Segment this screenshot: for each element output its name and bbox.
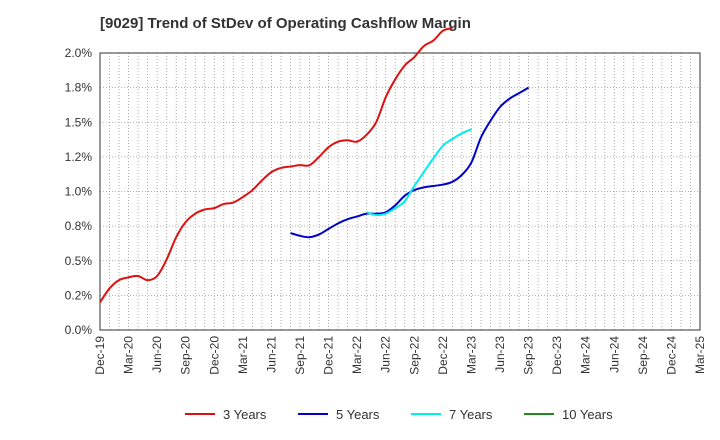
x-tick-label: Mar-22 (350, 336, 364, 374)
x-tick-label: Dec-24 (664, 336, 678, 375)
legend-label: 10 Years (562, 407, 613, 422)
x-tick-label: Dec-21 (322, 336, 336, 375)
x-tick-label: Jun-23 (493, 336, 507, 373)
x-tick-label: Dec-23 (550, 336, 564, 375)
plot-area: 0.0% 0.2% 0.5% 0.8% 1.0% 1.2% 1.5% 1.8% 2.0% Dec-… (65, 27, 707, 375)
y-tick-label: 0.2% (65, 288, 93, 302)
x-tick-label: Jun-24 (607, 336, 621, 373)
x-tick-label: Sep-21 (293, 336, 307, 375)
y-tick-label: 1.2% (65, 150, 93, 164)
x-tick-label: Mar-20 (122, 336, 136, 374)
series-line-7-years (366, 128, 472, 217)
x-tick-label: Jun-21 (264, 336, 278, 373)
x-tick-label: Sep-22 (407, 336, 421, 375)
x-tick-label: Mar-23 (464, 336, 478, 374)
x-tick-label: Jun-22 (379, 336, 393, 373)
y-tick-label: 1.8% (65, 81, 93, 95)
legend: 3 Years 5 Years 7 Years 10 Years (185, 407, 613, 422)
legend-label: 7 Years (449, 407, 493, 422)
y-tick-label: 1.5% (65, 115, 93, 129)
y-tick-label: 1.0% (65, 185, 93, 199)
x-tick-label: Sep-20 (179, 336, 193, 375)
x-tick-label: Mar-25 (693, 336, 707, 374)
x-tick-label: Dec-22 (436, 336, 450, 375)
y-tick-label: 0.0% (65, 323, 93, 337)
x-tick-label: Jun-20 (150, 336, 164, 373)
chart-title: [9029] Trend of StDev of Operating Cashf… (100, 15, 471, 32)
y-tick-label: 2.0% (65, 46, 93, 60)
x-tick-label: Mar-21 (236, 336, 250, 374)
x-tick-label: Dec-19 (93, 336, 107, 375)
x-tick-label: Mar-24 (579, 336, 593, 374)
legend-label: 5 Years (336, 407, 380, 422)
y-tick-label: 0.8% (65, 219, 93, 233)
plot-border (99, 52, 701, 331)
x-tick-label: Dec-20 (207, 336, 221, 375)
x-tick-label: Sep-23 (522, 336, 536, 375)
x-tick-label: Sep-24 (636, 336, 650, 375)
y-tick-label: 0.5% (65, 254, 93, 268)
legend-label: 3 Years (223, 407, 267, 422)
series-line-3-years (99, 27, 453, 303)
